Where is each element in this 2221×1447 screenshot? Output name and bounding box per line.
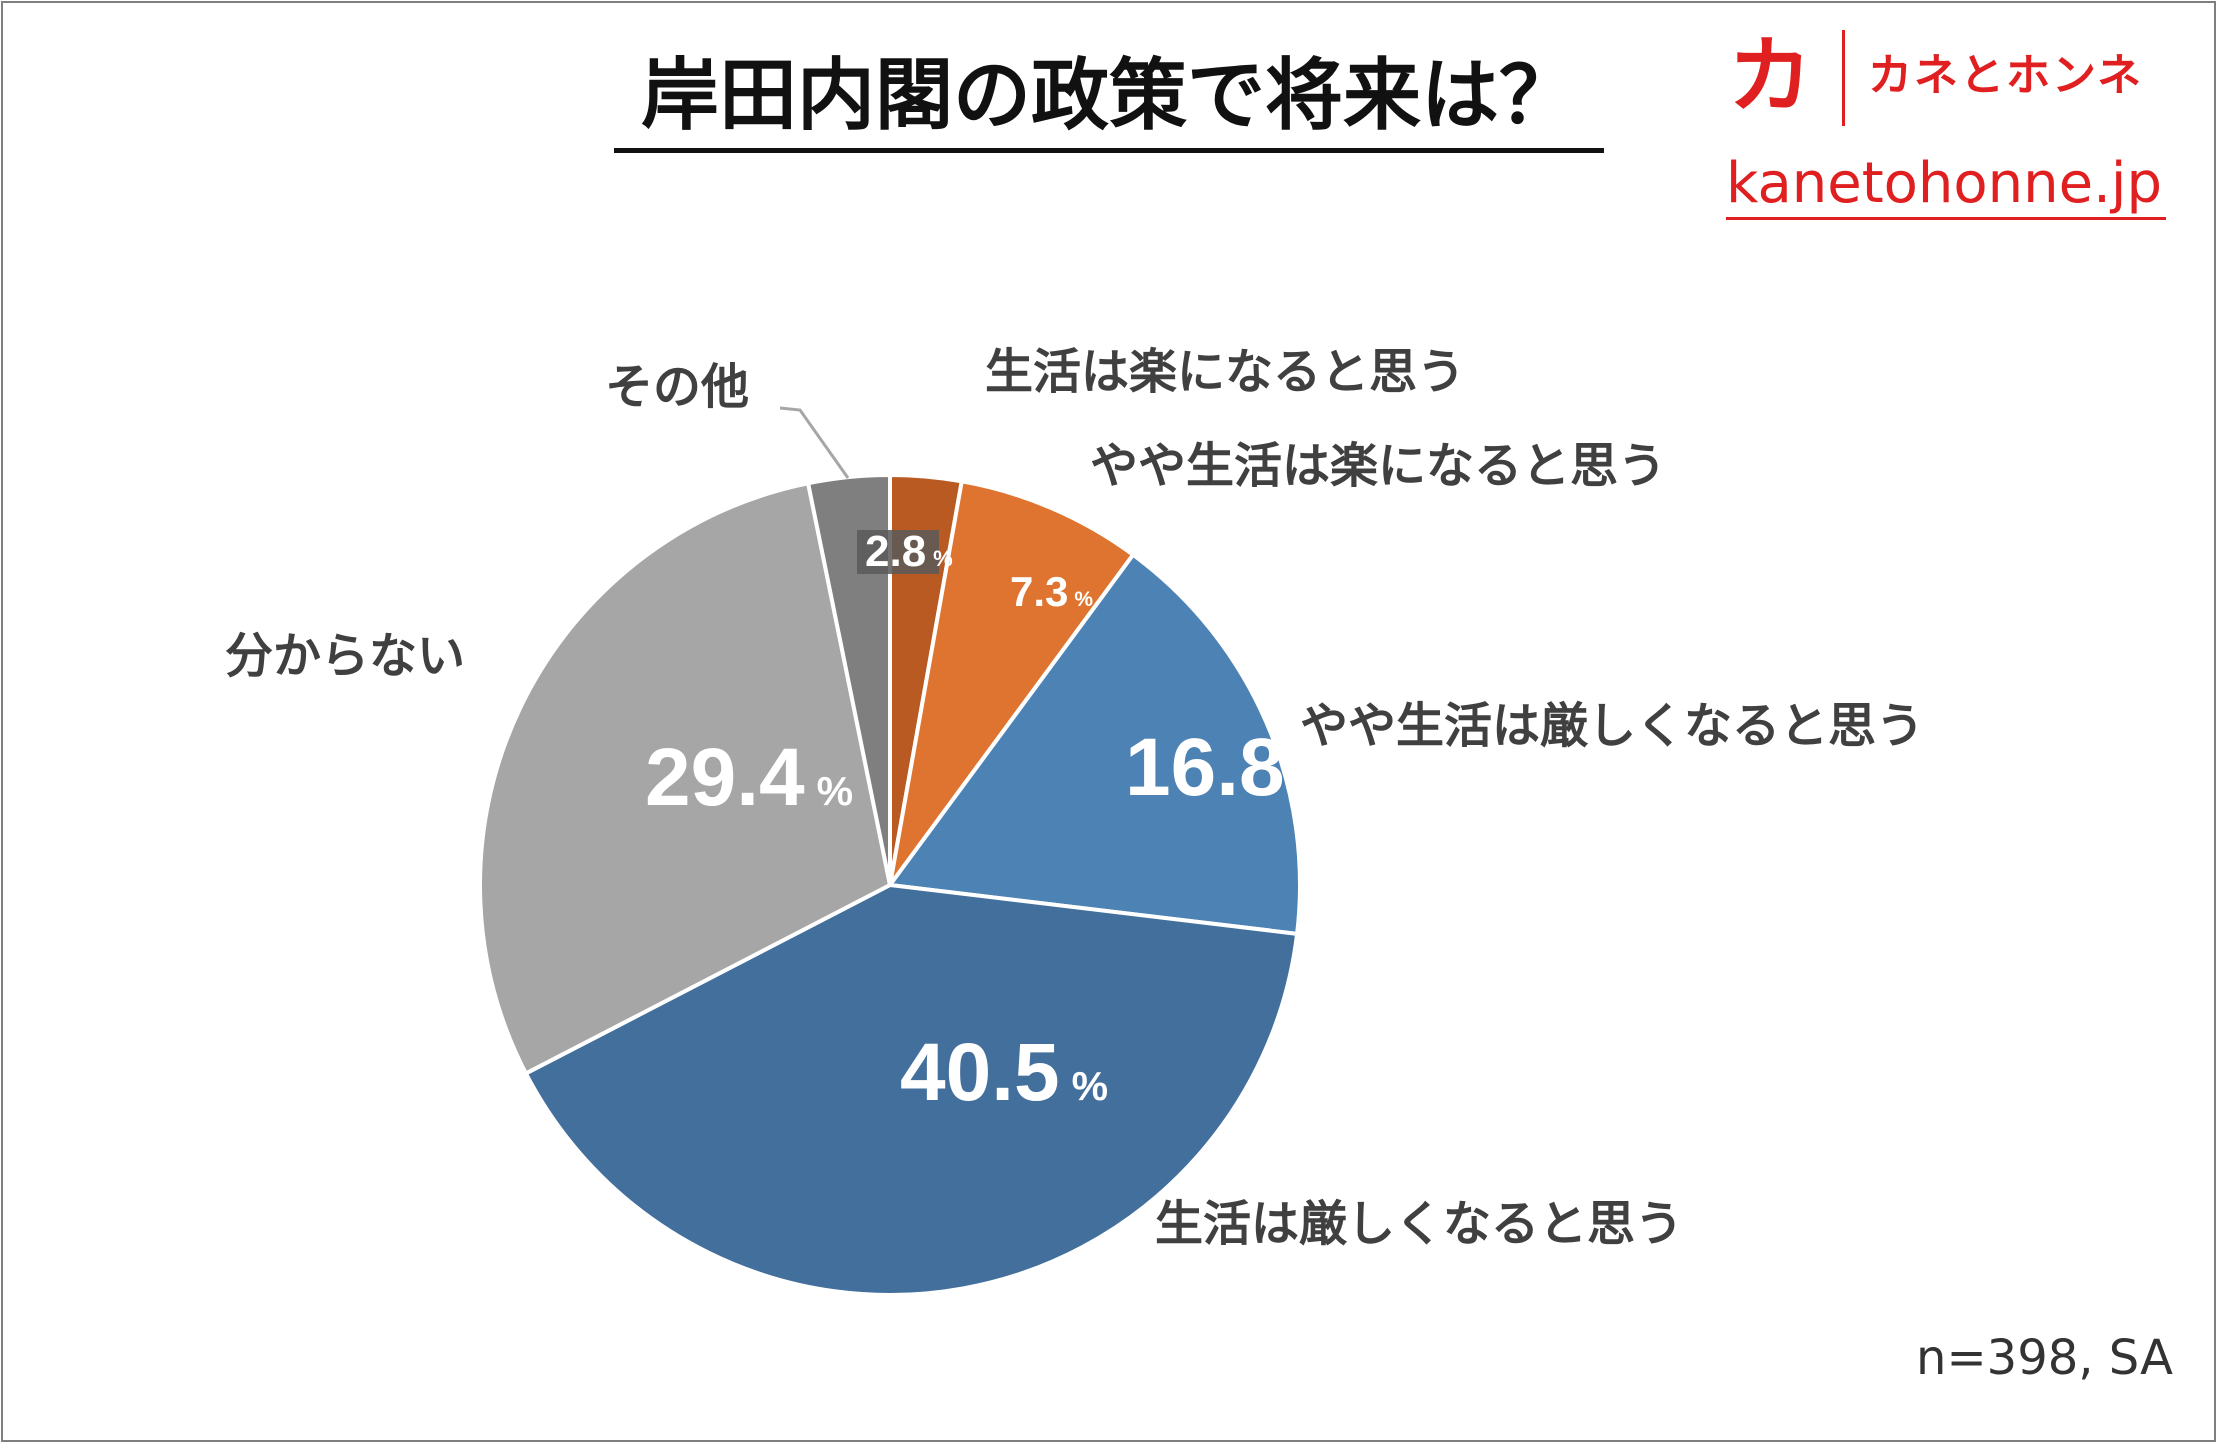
value-label-text: 7.3% [1010, 568, 1093, 615]
leader-line [779, 406, 850, 479]
logo-mark: カ [1728, 27, 1813, 125]
value-label-text: 16.8% [1125, 722, 1333, 813]
chart-title: 岸田内閣の政策で将来は？ [614, 50, 1604, 153]
value-label-backdrop [857, 530, 939, 574]
slice-value-label: 40.5% [900, 1027, 1108, 1118]
slice-value-label: 29.4% [645, 732, 853, 823]
logo-divider [1842, 30, 1845, 126]
slice-value-label: 2.8% [857, 527, 953, 576]
pie-slice [523, 882, 1300, 1297]
value-label-text: 2.8% [865, 527, 953, 576]
pie-slice [886, 552, 1302, 937]
pie-slice [478, 480, 893, 1077]
value-label-text: 29.4% [645, 732, 853, 823]
category-label: やや生活は厳しくなると思う [1300, 698, 1924, 754]
slice-value-label: 7.3% [1010, 568, 1093, 615]
category-label: その他 [605, 359, 749, 415]
value-label-text: 40.5% [900, 1027, 1108, 1118]
logo-name[interactable]: カネとホンネ [1868, 50, 2144, 101]
logo-url-link[interactable]: kanetohonne.jp [1726, 150, 2166, 221]
category-label: やや生活は楽になると思う [1090, 438, 1666, 494]
pie-slice [888, 479, 1136, 887]
category-label: 分からない [225, 628, 465, 684]
category-label: 生活は楽になると思う [985, 344, 1465, 400]
sample-note: n=398, SA [1916, 1330, 2173, 1386]
slice-value-label: 16.8% [1125, 722, 1333, 813]
category-label: 生活は厳しくなると思う [1155, 1196, 1683, 1252]
